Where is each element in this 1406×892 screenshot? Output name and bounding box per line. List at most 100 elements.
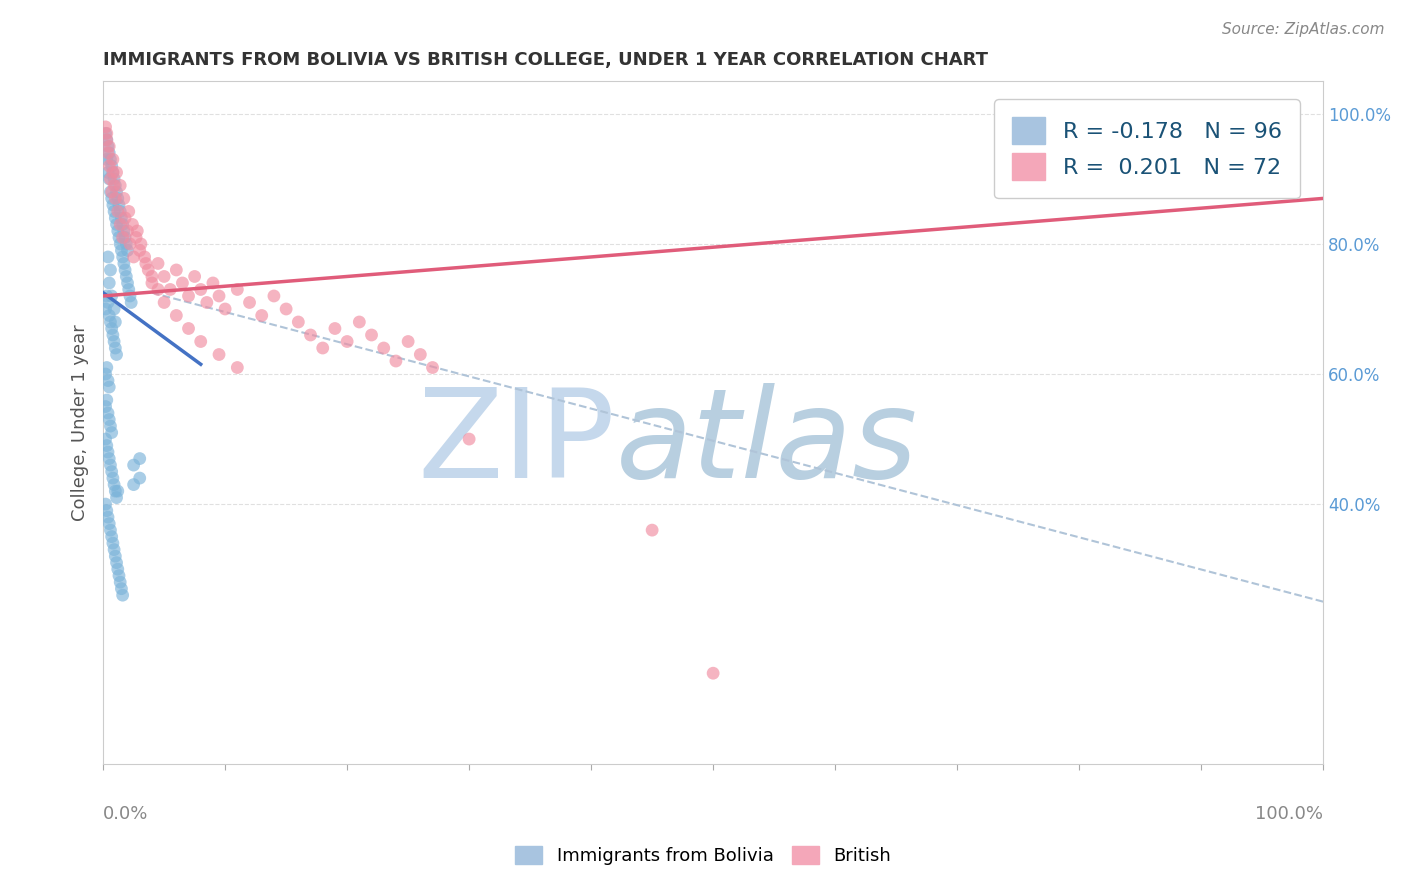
Point — [104, 191, 127, 205]
Point — [276, 301, 298, 316]
Point — [98, 172, 121, 186]
Point — [101, 198, 124, 212]
Point — [114, 263, 136, 277]
Point — [100, 465, 122, 479]
Point — [153, 269, 176, 284]
Point — [104, 315, 127, 329]
Point — [97, 445, 120, 459]
Point — [107, 204, 129, 219]
Point — [117, 224, 139, 238]
Point — [118, 289, 141, 303]
Point — [201, 276, 224, 290]
Point — [108, 178, 131, 193]
Point — [105, 185, 128, 199]
Point — [117, 276, 139, 290]
Point — [128, 244, 150, 258]
Point — [97, 165, 120, 179]
Point — [103, 178, 125, 193]
Point — [287, 315, 309, 329]
Point — [299, 328, 322, 343]
Point — [238, 295, 260, 310]
Point — [128, 451, 150, 466]
Point — [94, 120, 117, 134]
Point — [100, 530, 122, 544]
Point — [108, 204, 131, 219]
Point — [96, 503, 118, 517]
Point — [108, 218, 131, 232]
Point — [110, 211, 132, 225]
Point — [111, 230, 134, 244]
Point — [98, 145, 121, 160]
Point — [100, 425, 122, 440]
Point — [208, 347, 231, 361]
Point — [103, 172, 125, 186]
Point — [107, 484, 129, 499]
Point — [98, 276, 121, 290]
Point — [100, 289, 122, 303]
Point — [101, 536, 124, 550]
Point — [96, 133, 118, 147]
Point — [117, 244, 139, 258]
Point — [94, 432, 117, 446]
Point — [100, 523, 122, 537]
Point — [101, 165, 124, 179]
Point — [96, 127, 118, 141]
Point — [111, 250, 134, 264]
Point — [177, 321, 200, 335]
Point — [122, 250, 145, 264]
Point — [97, 374, 120, 388]
Point — [100, 159, 122, 173]
Point — [96, 360, 118, 375]
Point — [641, 523, 664, 537]
Point — [115, 269, 138, 284]
Point — [100, 263, 122, 277]
Point — [94, 497, 117, 511]
Point — [128, 471, 150, 485]
Point — [94, 127, 117, 141]
Point — [373, 341, 395, 355]
Point — [94, 400, 117, 414]
Point — [98, 380, 121, 394]
Point — [112, 191, 135, 205]
Point — [396, 334, 419, 349]
Point — [136, 263, 159, 277]
Point — [100, 458, 122, 472]
Point — [104, 341, 127, 355]
Point — [105, 165, 128, 179]
Point — [120, 295, 142, 310]
Point — [98, 139, 121, 153]
Point — [125, 230, 148, 244]
Point — [100, 419, 122, 434]
Point — [97, 406, 120, 420]
Point — [153, 295, 176, 310]
Point — [134, 250, 156, 264]
Point — [98, 451, 121, 466]
Point — [135, 256, 157, 270]
Point — [105, 218, 128, 232]
Point — [97, 295, 120, 310]
Point — [97, 250, 120, 264]
Point — [312, 341, 335, 355]
Point — [141, 276, 163, 290]
Point — [214, 301, 236, 316]
Point — [110, 582, 132, 596]
Text: 0.0%: 0.0% — [103, 805, 149, 823]
Point — [100, 153, 122, 167]
Point — [111, 218, 134, 232]
Point — [101, 153, 124, 167]
Point — [103, 334, 125, 349]
Point — [702, 666, 724, 681]
Point — [96, 153, 118, 167]
Point — [165, 309, 187, 323]
Point — [98, 159, 121, 173]
Point — [103, 204, 125, 219]
Point — [141, 269, 163, 284]
Point — [127, 224, 149, 238]
Point — [360, 328, 382, 343]
Point — [101, 328, 124, 343]
Point — [100, 315, 122, 329]
Point — [94, 367, 117, 381]
Point — [122, 477, 145, 491]
Point — [104, 211, 127, 225]
Point — [96, 392, 118, 407]
